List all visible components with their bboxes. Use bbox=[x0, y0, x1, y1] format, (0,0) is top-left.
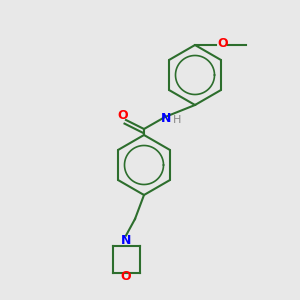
Text: N: N bbox=[121, 233, 131, 247]
Text: O: O bbox=[118, 109, 128, 122]
Text: O: O bbox=[218, 37, 228, 50]
Text: N: N bbox=[161, 112, 172, 125]
Text: H: H bbox=[173, 115, 181, 125]
Text: O: O bbox=[121, 269, 131, 283]
